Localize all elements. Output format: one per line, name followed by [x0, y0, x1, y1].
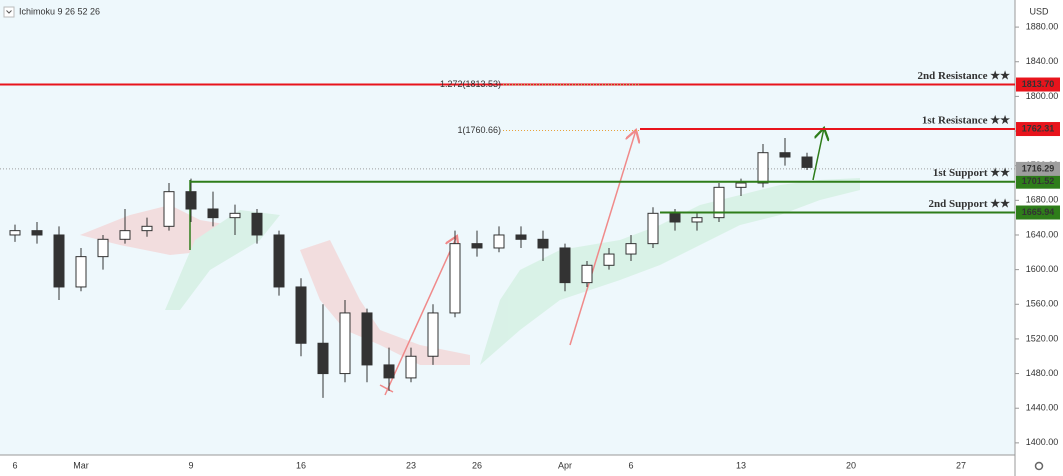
projection-arrow [384, 236, 457, 396]
candle-body [207, 208, 219, 219]
unit-label: USD [1029, 6, 1049, 16]
level-name: 1st Support ★★ [933, 167, 1010, 179]
projection-arrow [569, 130, 636, 346]
candle-body [581, 264, 593, 284]
x-tick-label: 13 [736, 460, 746, 470]
x-tick-label: 9 [188, 460, 193, 470]
y-tick-label: 1400.00 [1026, 437, 1059, 447]
x-tick-label: Apr [558, 460, 572, 470]
candle-body [603, 253, 615, 266]
level-price-box [1016, 122, 1060, 137]
y-tick-label: 1560.00 [1026, 299, 1059, 309]
x-tick-label: 23 [406, 460, 416, 470]
y-tick-label: 1840.00 [1026, 56, 1059, 66]
candle-body [801, 156, 813, 168]
settings-icon[interactable] [1034, 461, 1044, 471]
candle-body [383, 364, 395, 379]
level-price: 1701.52 [1022, 176, 1055, 186]
candle-body [229, 212, 241, 219]
candle-body [493, 234, 505, 249]
candle-body [779, 152, 791, 158]
candle-body [471, 243, 483, 249]
candle-body [75, 256, 87, 288]
candle-body [119, 230, 131, 240]
candle-body [31, 230, 43, 236]
chevron [6, 10, 12, 14]
fib-label: 1.272(1813.53) [440, 79, 501, 89]
x-tick-label: 20 [846, 460, 856, 470]
candle-body [339, 312, 351, 375]
y-tick-label: 1640.00 [1026, 229, 1059, 239]
last-price: 1716.29 [1022, 163, 1055, 173]
candle-body [449, 243, 461, 314]
x-tick-label: 27 [956, 460, 966, 470]
candle-body [317, 342, 329, 375]
indicator-label: Ichimoku 9 26 52 26 [19, 6, 100, 16]
y-tick-label: 1440.00 [1026, 403, 1059, 413]
y-tick-label: 1800.00 [1026, 91, 1059, 101]
candle-body [559, 247, 571, 284]
cloud [165, 210, 280, 310]
candle-body [735, 182, 747, 188]
cloud [300, 240, 470, 365]
y-tick-label: 1480.00 [1026, 368, 1059, 378]
candle-body [97, 238, 109, 258]
x-tick-label: 16 [296, 460, 306, 470]
y-tick-label: 1520.00 [1026, 333, 1059, 343]
candle-body [405, 355, 417, 379]
candle-body [713, 186, 725, 219]
level-price-box [1016, 77, 1060, 92]
candle-body [515, 234, 527, 240]
level-price: 1813.70 [1022, 79, 1055, 89]
x-tick-label: 26 [472, 460, 482, 470]
level-price-box [1016, 174, 1060, 189]
x-tick-label: 6 [12, 460, 17, 470]
cloud [480, 178, 860, 365]
candle-body [163, 191, 175, 227]
candle-body [625, 243, 637, 255]
candle-body [427, 312, 439, 357]
candle-body [647, 212, 659, 245]
x-tick-label: Mar [73, 460, 89, 470]
candle-body [185, 191, 197, 210]
projection-arrow [812, 128, 824, 181]
candle-body [691, 217, 703, 223]
x-tick-label: 6 [628, 460, 633, 470]
candle-body [295, 286, 307, 344]
candle-body [361, 312, 373, 366]
y-tick-label: 1680.00 [1026, 195, 1059, 205]
candle-body [251, 212, 263, 236]
candle-body [537, 238, 549, 249]
level-price: 1665.94 [1022, 207, 1055, 217]
last-price-box [1016, 161, 1060, 176]
level-price: 1762.31 [1022, 123, 1055, 133]
level-name: 1st Resistance ★★ [922, 115, 1010, 127]
y-tick-label: 1600.00 [1026, 264, 1059, 274]
time-axis [0, 455, 1015, 476]
level-name: 2nd Support ★★ [929, 198, 1011, 210]
candle-body [273, 234, 285, 288]
projection-arrow [379, 384, 394, 393]
candle-body [669, 212, 681, 223]
ichimoku-cloud [80, 178, 860, 365]
level-name: 2nd Resistance ★★ [918, 70, 1011, 82]
candle-body [757, 152, 769, 184]
level-price-box [1016, 205, 1060, 220]
candle-body [9, 230, 21, 236]
y-tick-label: 1880.00 [1026, 21, 1059, 31]
fib-label: 1(1760.66) [457, 125, 501, 135]
candle-body [141, 225, 153, 232]
candle-body [53, 234, 65, 288]
collapse-button[interactable] [3, 6, 15, 18]
